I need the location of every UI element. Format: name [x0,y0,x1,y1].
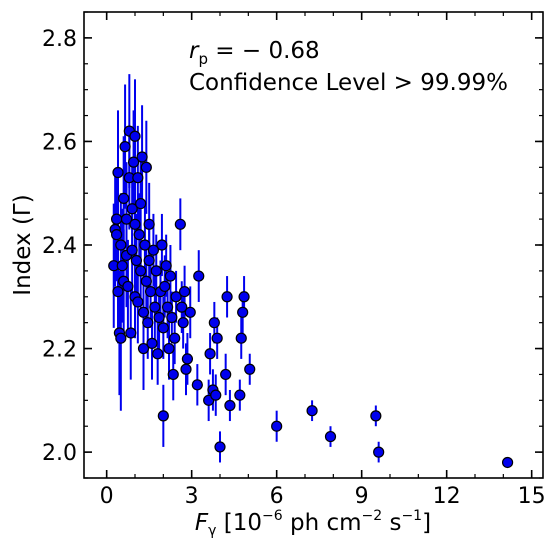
data-point [373,446,385,458]
data-point [119,141,131,153]
data-point [135,197,147,210]
data-point [152,348,164,360]
y-tick-label: 2.0 [42,441,77,466]
data-point [271,420,283,432]
data-point [204,348,216,360]
x-tick-label: 9 [355,484,369,509]
data-point [139,239,151,251]
data-point [143,218,155,230]
x-tick-label: 6 [270,484,284,509]
data-point [191,379,203,391]
data-point [167,368,179,381]
y-tick-label: 2.6 [42,130,77,155]
data-point [132,296,144,308]
data-point [125,327,137,339]
data-point [234,389,246,401]
data-point [221,291,233,303]
data-point [137,306,150,318]
data-point [130,254,143,267]
data-point [110,229,123,241]
data-point [157,322,169,334]
data-point [147,244,160,256]
data-point [166,311,178,324]
data-point [135,265,147,277]
data-point [211,332,223,344]
data-point [324,430,337,443]
data-point [214,441,226,453]
data-point [149,301,161,313]
data-point [129,218,141,230]
x-tick-label: 15 [518,484,546,509]
data-point [159,280,171,293]
data-point [220,368,232,381]
data-point [238,291,250,303]
data-point [235,332,247,344]
data-point [115,239,127,251]
data-point [115,332,127,344]
x-tick-label: 12 [433,484,461,509]
data-point [112,286,124,298]
data-point [132,172,144,184]
data-point [157,410,169,422]
data-point [126,203,138,215]
data-point [137,342,150,355]
x-tick-labels: 0 3 6 9 12 15 [100,484,546,509]
data-point [160,260,172,272]
x-tick-label: 3 [185,484,199,509]
data-point [181,353,194,365]
data-point [110,213,123,225]
data-point [153,311,165,324]
annotation-r: rp = − 0.68 [189,38,320,68]
data-point [176,301,188,313]
data-point [184,306,196,318]
x-tick-label: 0 [100,484,114,509]
data-point [144,286,157,298]
data-point [177,317,189,329]
data-point [122,280,134,293]
data-point [170,291,182,303]
data-point [136,151,148,163]
data-point [193,270,205,282]
data-point [164,270,177,282]
data-point [140,275,152,287]
x-axis-label: Fγ [10−6 ph cm−2 s−1] [195,508,431,539]
data-point [140,161,152,173]
data-point [150,265,162,277]
data-point [129,130,141,142]
data-point [146,337,158,349]
plot-frame [83,11,544,479]
data-point [501,456,514,469]
data-point [244,363,256,375]
data-point [224,399,236,412]
y-tick-label: 2.8 [42,27,77,52]
data-point [126,244,138,256]
data-point [118,192,130,204]
data-point [210,389,222,401]
data-point [127,156,140,168]
y-tick-label: 2.4 [42,234,77,259]
annotation-confidence: Confidence Level > 99.99% [189,70,508,96]
data-point [208,317,220,329]
data-point [169,332,181,344]
data-point [306,405,318,417]
data-point [116,260,128,272]
data-points [108,125,514,469]
data-point [142,317,154,329]
data-point [161,301,174,313]
data-point [178,286,191,298]
data-point [133,229,145,241]
data-point [163,342,175,355]
y-axis-label: Index (Γ) [10,194,36,295]
data-point [156,239,168,251]
data-point [174,218,186,230]
y-tick-label: 2.2 [42,338,77,363]
data-point [143,254,155,267]
data-point [112,166,124,179]
data-point [237,306,249,318]
data-point [180,363,192,375]
data-point [120,213,133,225]
y-tick-labels: 2.0 2.2 2.4 2.6 2.8 [42,27,77,466]
data-point [370,410,382,422]
